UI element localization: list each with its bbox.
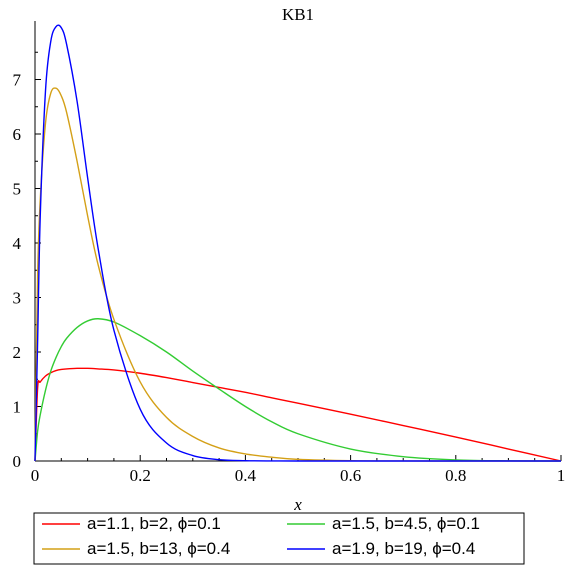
x-tick-label: 0.8 [445, 466, 466, 485]
chart-title: KB1 [282, 5, 314, 24]
x-tick-label: 0.6 [340, 466, 361, 485]
y-tick-label: 3 [13, 289, 22, 308]
x-tick-label: 0.2 [130, 466, 151, 485]
x-axis-label: x [293, 495, 302, 514]
y-tick-labels: 0 1 2 3 4 5 6 7 [13, 71, 22, 472]
legend-label-3: a=1.5, b=13, ϕ=0.4 [87, 539, 230, 558]
y-tick-label: 1 [13, 398, 22, 417]
series-lines [34, 24, 562, 462]
series-line-4 [34, 24, 561, 462]
x-tick-label: 0.4 [235, 466, 257, 485]
legend-label-2: a=1.5, b=4.5, ϕ=0.1 [332, 514, 480, 533]
legend: a=1.1, b=2, ϕ=0.1 a=1.5, b=4.5, ϕ=0.1 a=1.… [33, 512, 525, 565]
y-tick-label: 7 [13, 71, 22, 90]
axes [34, 21, 562, 462]
series-line-2 [34, 318, 562, 462]
y-tick-label: 2 [13, 343, 22, 362]
y-tick-label: 6 [13, 125, 22, 144]
y-tick-label: 0 [13, 452, 22, 471]
x-tick-label: 1 [557, 466, 566, 485]
series-line-3 [34, 87, 561, 462]
legend-label-1: a=1.1, b=2, ϕ=0.1 [87, 514, 221, 533]
x-tick-labels: 0 0.2 0.4 0.6 0.8 1 [31, 466, 566, 485]
legend-frame [33, 512, 525, 565]
y-tick-label: 4 [13, 234, 22, 253]
x-tick-label: 0 [31, 466, 40, 485]
series-line-1 [34, 367, 562, 462]
legend-label-4: a=1.9, b=19, ϕ=0.4 [332, 539, 475, 558]
y-tick-label: 5 [13, 180, 22, 199]
